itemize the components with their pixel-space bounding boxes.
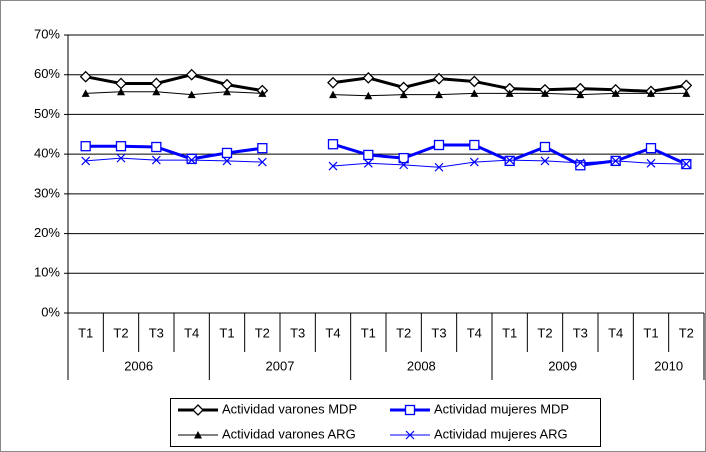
data-point xyxy=(364,91,373,100)
data-point xyxy=(645,143,657,154)
data-point xyxy=(80,141,91,152)
data-point xyxy=(433,139,445,151)
data-point xyxy=(152,87,161,96)
x-tick-label: T1 xyxy=(219,325,234,340)
legend-label: Actividad varones ARG xyxy=(222,426,356,441)
x-tick-label: T4 xyxy=(184,325,199,340)
data-point xyxy=(646,158,656,168)
x-group-label: 2007 xyxy=(266,358,295,373)
x-tick-label: T2 xyxy=(255,325,270,340)
data-point xyxy=(647,89,655,97)
data-point xyxy=(611,89,620,97)
y-tick-label: 40% xyxy=(34,146,60,161)
data-point xyxy=(115,141,127,152)
legend-label: Actividad mujeres ARG xyxy=(434,426,568,441)
data-point xyxy=(328,161,338,171)
x-group-label: 2008 xyxy=(407,358,436,373)
data-point xyxy=(185,68,198,81)
data-point xyxy=(433,72,445,85)
y-tick-label: 30% xyxy=(34,185,60,200)
data-point xyxy=(468,75,481,88)
x-group-label: 2009 xyxy=(548,358,577,373)
data-point xyxy=(329,90,337,99)
x-tick-label: T3 xyxy=(573,325,588,340)
y-tick-label: 10% xyxy=(34,265,60,280)
data-point xyxy=(81,89,90,97)
data-point xyxy=(151,141,162,153)
data-point xyxy=(469,157,479,167)
y-tick-label: 60% xyxy=(34,66,60,81)
x-tick-label: T4 xyxy=(467,325,482,340)
y-tick-label: 0% xyxy=(41,304,60,319)
legend-marker xyxy=(405,430,415,440)
x-tick-label: T1 xyxy=(361,325,376,340)
x-tick-label: T2 xyxy=(113,325,128,340)
data-point xyxy=(681,159,691,169)
x-tick-label: T1 xyxy=(78,325,93,340)
x-tick-label: T2 xyxy=(679,325,694,340)
data-point xyxy=(151,155,161,165)
x-group-label: 2006 xyxy=(124,358,153,373)
data-point xyxy=(541,89,549,97)
legend-marker xyxy=(404,404,416,416)
data-point xyxy=(399,160,409,170)
legend-label: Actividad mujeres MDP xyxy=(434,401,569,416)
data-point xyxy=(187,90,196,99)
y-tick-label: 50% xyxy=(34,106,60,121)
data-point xyxy=(362,71,375,84)
data-point xyxy=(435,90,443,99)
data-point xyxy=(117,87,125,96)
data-point xyxy=(539,141,551,153)
x-tick-label: T3 xyxy=(290,325,305,340)
data-point xyxy=(399,90,408,99)
data-point xyxy=(116,153,126,163)
y-tick-label: 70% xyxy=(34,26,60,41)
data-point xyxy=(363,149,374,161)
data-point xyxy=(327,76,339,89)
x-tick-label: T3 xyxy=(431,325,446,340)
data-point xyxy=(258,89,267,97)
data-point xyxy=(81,156,91,166)
data-point xyxy=(540,156,550,166)
x-tick-label: T2 xyxy=(396,325,411,340)
x-tick-label: T4 xyxy=(325,325,340,340)
data-point xyxy=(363,158,373,168)
y-tick-label: 20% xyxy=(34,225,60,240)
data-point xyxy=(221,147,233,159)
data-point xyxy=(186,153,197,165)
data-point xyxy=(469,139,480,151)
legend-label: Actividad varones MDP xyxy=(222,401,357,416)
data-point xyxy=(434,162,444,172)
data-point xyxy=(470,89,479,97)
data-point xyxy=(222,156,232,166)
data-point xyxy=(257,143,268,154)
data-point xyxy=(223,87,231,96)
data-point xyxy=(327,139,339,150)
data-point xyxy=(575,160,586,171)
data-point xyxy=(505,89,514,97)
data-point xyxy=(611,156,621,166)
x-tick-label: T4 xyxy=(608,325,623,340)
data-point xyxy=(575,158,585,168)
x-tick-label: T2 xyxy=(537,325,552,340)
data-point xyxy=(682,89,691,97)
data-point xyxy=(257,157,267,167)
x-tick-label: T3 xyxy=(149,325,164,340)
x-tick-label: T1 xyxy=(643,325,658,340)
data-point xyxy=(576,90,585,99)
x-group-label: 2010 xyxy=(654,358,683,373)
legend-marker xyxy=(192,404,204,416)
x-tick-label: T1 xyxy=(502,325,517,340)
legend-box xyxy=(170,398,601,447)
legend-marker xyxy=(194,431,202,439)
data-point xyxy=(398,152,409,164)
data-point xyxy=(505,155,515,165)
data-point xyxy=(79,70,92,83)
data-point xyxy=(187,155,197,165)
